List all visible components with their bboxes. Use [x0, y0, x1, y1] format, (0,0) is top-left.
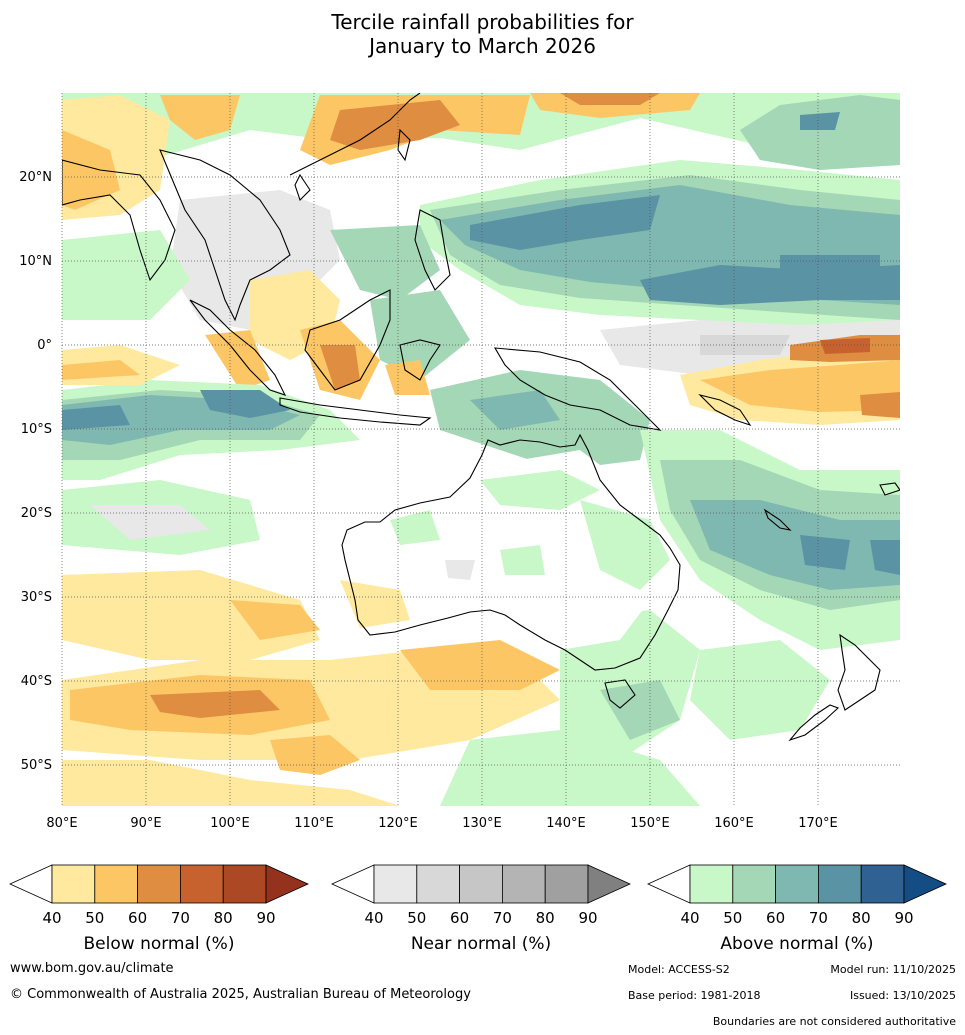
- model-run-text: Model run: 11/10/2025: [830, 963, 956, 976]
- legend-caption: Below normal (%): [84, 934, 235, 954]
- disclaimer-text: Boundaries are not considered authoritat…: [712, 1015, 956, 1028]
- graticule: [61, 93, 900, 806]
- legend-extend-high: [265, 864, 309, 904]
- coastlines: [62, 93, 900, 742]
- legend-tick-label: 70: [171, 909, 190, 927]
- new-caledonia-coastline: [763, 508, 792, 531]
- legend-tick-label: 70: [493, 909, 512, 927]
- copyright-text: © Commonwealth of Australia 2025, Austra…: [10, 987, 471, 1002]
- sumatra-coastline: [189, 299, 287, 396]
- legend-color-box: [860, 864, 905, 904]
- lon-label: 100°E: [210, 816, 250, 831]
- lat-label: 20°S: [21, 506, 52, 521]
- rainfall-probability-shading: [62, 93, 900, 806]
- lon-label: 170°E: [798, 816, 838, 831]
- legend-extend-low: [9, 864, 53, 904]
- legend-near-normal: 40 50 60 70 80 90 Near normal (%): [331, 864, 631, 954]
- legend-color-box: [51, 864, 96, 904]
- legend-color-box: [416, 864, 461, 904]
- legend-color-box: [459, 864, 503, 904]
- lon-label: 150°E: [630, 816, 670, 831]
- legend-tick-label: 60: [766, 909, 785, 927]
- hainan-coastline: [294, 173, 311, 202]
- legend-tick-label: 50: [407, 909, 426, 927]
- india-coastline: [62, 159, 176, 282]
- legend-extend-high: [587, 864, 631, 904]
- legend-color-box: [179, 864, 224, 904]
- legend-below-normal: 40 50 60 70 80 90 Below normal (%): [9, 864, 309, 954]
- lon-label: 160°E: [714, 816, 754, 831]
- legend-color-box: [137, 864, 181, 904]
- legend-color-box: [544, 864, 589, 904]
- lat-label: 20°N: [19, 170, 52, 185]
- legend-tick-label: 70: [809, 909, 828, 927]
- new-zealand-south-island: [788, 704, 840, 742]
- sulawesi-coastline: [399, 339, 441, 381]
- issued-text: Issued: 13/10/2025: [849, 989, 956, 1002]
- legend-extend-low: [331, 864, 375, 904]
- indochina-coastline: [159, 149, 291, 322]
- legend-color-box: [732, 864, 777, 904]
- lon-label: 90°E: [130, 816, 161, 831]
- title-line-2: January to March 2026: [369, 34, 596, 58]
- legend-color-box: [501, 864, 546, 904]
- legend-color-box: [94, 864, 139, 904]
- legend-tick-label: 90: [578, 909, 597, 927]
- java-nusa-coastline: [279, 397, 432, 426]
- new-guinea-coastline: [493, 347, 662, 431]
- legend-tick-label: 80: [852, 909, 871, 927]
- legend-tick-label: 60: [450, 909, 469, 927]
- tasmania-coastline: [604, 679, 636, 709]
- lat-label: 10°N: [19, 254, 52, 269]
- lon-label: 130°E: [462, 816, 502, 831]
- legend-tick-label: 40: [680, 909, 699, 927]
- legend-caption: Above normal (%): [720, 934, 873, 954]
- fiji-coastline: [879, 482, 900, 496]
- lon-label: 140°E: [546, 816, 586, 831]
- legend-caption: Near normal (%): [411, 934, 551, 954]
- legend-extend-low: [647, 864, 691, 904]
- legend-tick-label: 40: [42, 909, 61, 927]
- legend-tick-label: 90: [256, 909, 275, 927]
- new-zealand-north-island: [837, 633, 881, 711]
- legend-tick-label: 60: [128, 909, 147, 927]
- longitude-labels: 80°E 90°E 100°E 110°E 120°E 130°E 140°E …: [46, 816, 837, 831]
- lon-label: 120°E: [378, 816, 418, 831]
- website-link[interactable]: www.bom.gov.au/climate: [10, 961, 174, 976]
- lon-label: 110°E: [294, 816, 334, 831]
- australia-coastline: [341, 433, 681, 671]
- lat-label: 40°S: [21, 674, 52, 689]
- title-line-1: Tercile rainfall probabilities for: [331, 10, 634, 34]
- legend-tick-label: 80: [214, 909, 233, 927]
- lat-label: 50°S: [21, 758, 52, 773]
- philippines-coastline: [414, 209, 451, 291]
- model-text: Model: ACCESS-S2: [628, 963, 730, 976]
- china-coastline: [289, 93, 421, 176]
- chart-title: Tercile rainfall probabilities for Janua…: [0, 10, 965, 58]
- solomon-islands-coastline: [698, 393, 752, 427]
- taiwan-coastline: [397, 128, 411, 162]
- lat-label: 0°: [37, 338, 52, 353]
- base-period-text: Base period: 1981-2018: [628, 989, 761, 1002]
- legend-color-box: [775, 864, 819, 904]
- legend-tick-label: 50: [85, 909, 104, 927]
- legend-color-box: [689, 864, 734, 904]
- latitude-labels: 20°N 10°N 0° 10°S 20°S 30°S 40°S 50°S: [19, 170, 52, 773]
- legend-above-normal: 40 50 60 70 80 90 Above normal (%): [647, 864, 947, 954]
- legend-extend-high: [903, 864, 947, 904]
- lat-label: 30°S: [21, 590, 52, 605]
- legend-tick-label: 50: [723, 909, 742, 927]
- legend-color-box: [222, 864, 267, 904]
- legend-color-box: [373, 864, 418, 904]
- legend-color-box: [817, 864, 862, 904]
- lon-label: 80°E: [46, 816, 77, 831]
- legend-tick-label: 80: [536, 909, 555, 927]
- legend-tick-label: 90: [894, 909, 913, 927]
- lat-label: 10°S: [21, 422, 52, 437]
- legend-tick-label: 40: [364, 909, 383, 927]
